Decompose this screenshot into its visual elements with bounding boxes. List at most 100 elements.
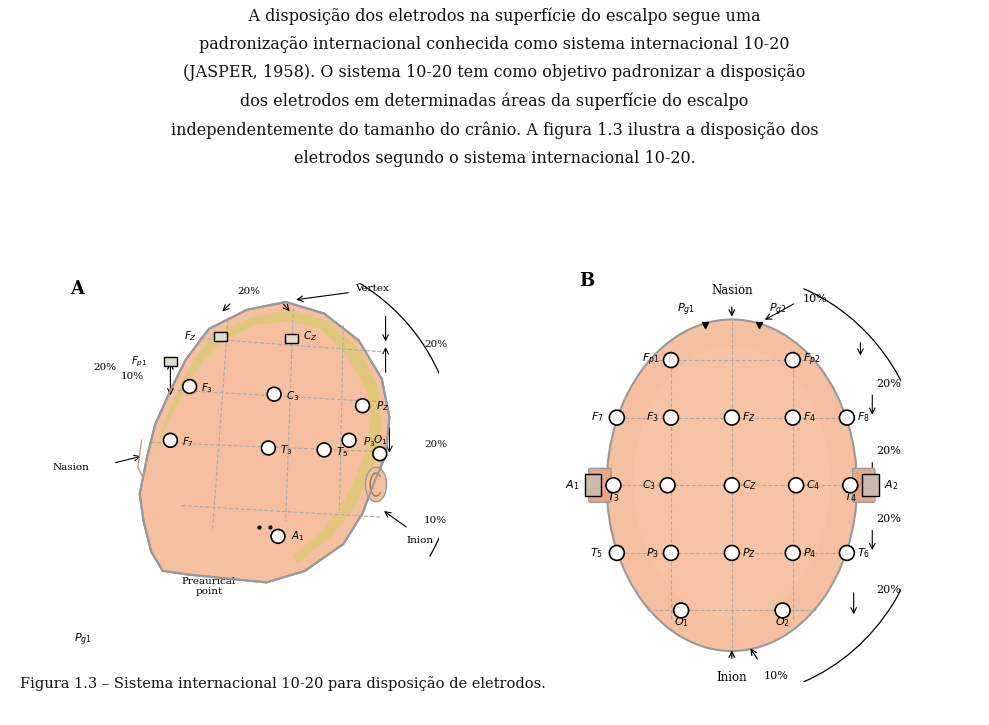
Text: $F_Z$: $F_Z$: [184, 330, 197, 344]
Text: $T_5$: $T_5$: [590, 546, 603, 560]
Circle shape: [843, 478, 857, 493]
Text: 10%: 10%: [121, 373, 143, 381]
FancyBboxPatch shape: [585, 474, 601, 496]
Text: $A_1$: $A_1$: [292, 529, 305, 543]
Text: $C_Z$: $C_Z$: [303, 330, 317, 344]
Ellipse shape: [365, 467, 387, 502]
Circle shape: [271, 529, 285, 543]
Text: $C_3$: $C_3$: [286, 389, 299, 403]
Text: $O_1$: $O_1$: [373, 434, 387, 447]
Text: A: A: [70, 281, 84, 298]
Text: $T_4$: $T_4$: [844, 490, 856, 504]
Circle shape: [606, 478, 621, 493]
Text: $P_4$: $P_4$: [803, 546, 816, 560]
Ellipse shape: [606, 320, 857, 651]
Circle shape: [609, 545, 624, 560]
FancyBboxPatch shape: [214, 332, 226, 341]
Text: 20%: 20%: [94, 362, 117, 372]
Text: $O_1$: $O_1$: [674, 616, 688, 629]
Text: $P_Z$: $P_Z$: [742, 546, 757, 560]
Circle shape: [342, 434, 356, 447]
FancyBboxPatch shape: [164, 357, 177, 366]
Circle shape: [163, 434, 177, 447]
Circle shape: [664, 352, 678, 368]
Text: $F_{p1}$: $F_{p1}$: [131, 355, 147, 369]
Text: $T_3$: $T_3$: [607, 490, 620, 504]
Text: $P_Z$: $P_Z$: [376, 399, 390, 413]
Text: $C_3$: $C_3$: [642, 478, 656, 492]
Text: $T_5$: $T_5$: [335, 445, 348, 459]
Text: $P_3$: $P_3$: [363, 435, 375, 449]
Circle shape: [724, 545, 740, 560]
Text: $P_3$: $P_3$: [646, 546, 659, 560]
Text: $T_6$: $T_6$: [857, 546, 870, 560]
Text: Inion: Inion: [406, 536, 433, 544]
Text: $F_8$: $F_8$: [857, 410, 869, 425]
Text: $A_1$: $A_1$: [565, 478, 580, 492]
Circle shape: [664, 545, 678, 560]
Text: 20%: 20%: [255, 413, 278, 422]
Text: $A_2$: $A_2$: [884, 478, 898, 492]
Circle shape: [356, 399, 370, 413]
Circle shape: [785, 410, 800, 425]
Text: $P_{g1}$: $P_{g1}$: [676, 302, 694, 318]
Circle shape: [724, 410, 740, 425]
Text: $F_7$: $F_7$: [590, 410, 603, 425]
Circle shape: [775, 603, 790, 618]
Text: 10%: 10%: [243, 543, 266, 552]
Polygon shape: [166, 327, 363, 563]
Circle shape: [724, 478, 740, 493]
Circle shape: [785, 545, 800, 560]
Circle shape: [660, 478, 675, 493]
Text: B: B: [580, 272, 594, 290]
Polygon shape: [155, 310, 382, 563]
Text: Inion: Inion: [717, 671, 747, 684]
Text: Nasion: Nasion: [52, 463, 90, 472]
Text: Preaurical
point: Preaurical point: [182, 576, 236, 596]
Circle shape: [609, 410, 624, 425]
Text: 10%: 10%: [803, 294, 828, 304]
Circle shape: [267, 387, 281, 401]
FancyBboxPatch shape: [588, 468, 611, 502]
FancyBboxPatch shape: [853, 468, 875, 502]
Text: $C_Z$: $C_Z$: [742, 478, 758, 492]
Circle shape: [664, 410, 678, 425]
Circle shape: [261, 441, 275, 455]
Text: $C_4$: $C_4$: [806, 478, 821, 492]
Text: $F_3$: $F_3$: [201, 381, 214, 395]
Text: $F_{p2}$: $F_{p2}$: [803, 352, 821, 368]
Text: Vertex: Vertex: [355, 284, 389, 293]
Text: 20%: 20%: [876, 514, 901, 524]
FancyBboxPatch shape: [285, 334, 298, 343]
Text: $P_{g2}$: $P_{g2}$: [769, 302, 787, 318]
Text: 20%: 20%: [876, 447, 901, 457]
Text: $P_{g1}$: $P_{g1}$: [74, 632, 92, 648]
Circle shape: [785, 352, 800, 368]
Circle shape: [840, 545, 854, 560]
Circle shape: [840, 410, 854, 425]
Text: 20%: 20%: [424, 340, 447, 349]
Text: $F_4$: $F_4$: [803, 410, 816, 425]
Text: A disposição dos eletrodos na superfície do escalpo segue uma
padronização inter: A disposição dos eletrodos na superfície…: [171, 7, 818, 167]
Text: 10%: 10%: [764, 671, 789, 682]
Text: 20%: 20%: [424, 439, 447, 449]
Circle shape: [183, 380, 197, 394]
Text: $F_Z$: $F_Z$: [742, 410, 756, 425]
Text: 20%: 20%: [876, 378, 901, 389]
Text: Figura 1.3 – Sistema internacional 10-20 para disposição de eletrodos.: Figura 1.3 – Sistema internacional 10-20…: [20, 676, 546, 691]
Text: Nasion: Nasion: [711, 284, 753, 297]
Circle shape: [317, 443, 331, 457]
Circle shape: [674, 603, 688, 618]
Ellipse shape: [634, 347, 830, 617]
Text: $F_7$: $F_7$: [182, 435, 194, 449]
FancyBboxPatch shape: [862, 474, 878, 496]
Text: 10%: 10%: [424, 516, 447, 526]
Text: $O_2$: $O_2$: [775, 616, 790, 629]
Circle shape: [788, 478, 804, 493]
Text: $F_3$: $F_3$: [647, 410, 659, 425]
Polygon shape: [139, 302, 390, 582]
Text: $F_{p1}$: $F_{p1}$: [642, 352, 659, 368]
Circle shape: [373, 447, 387, 460]
Text: 20%: 20%: [237, 287, 261, 297]
Text: $T_3$: $T_3$: [280, 443, 293, 457]
